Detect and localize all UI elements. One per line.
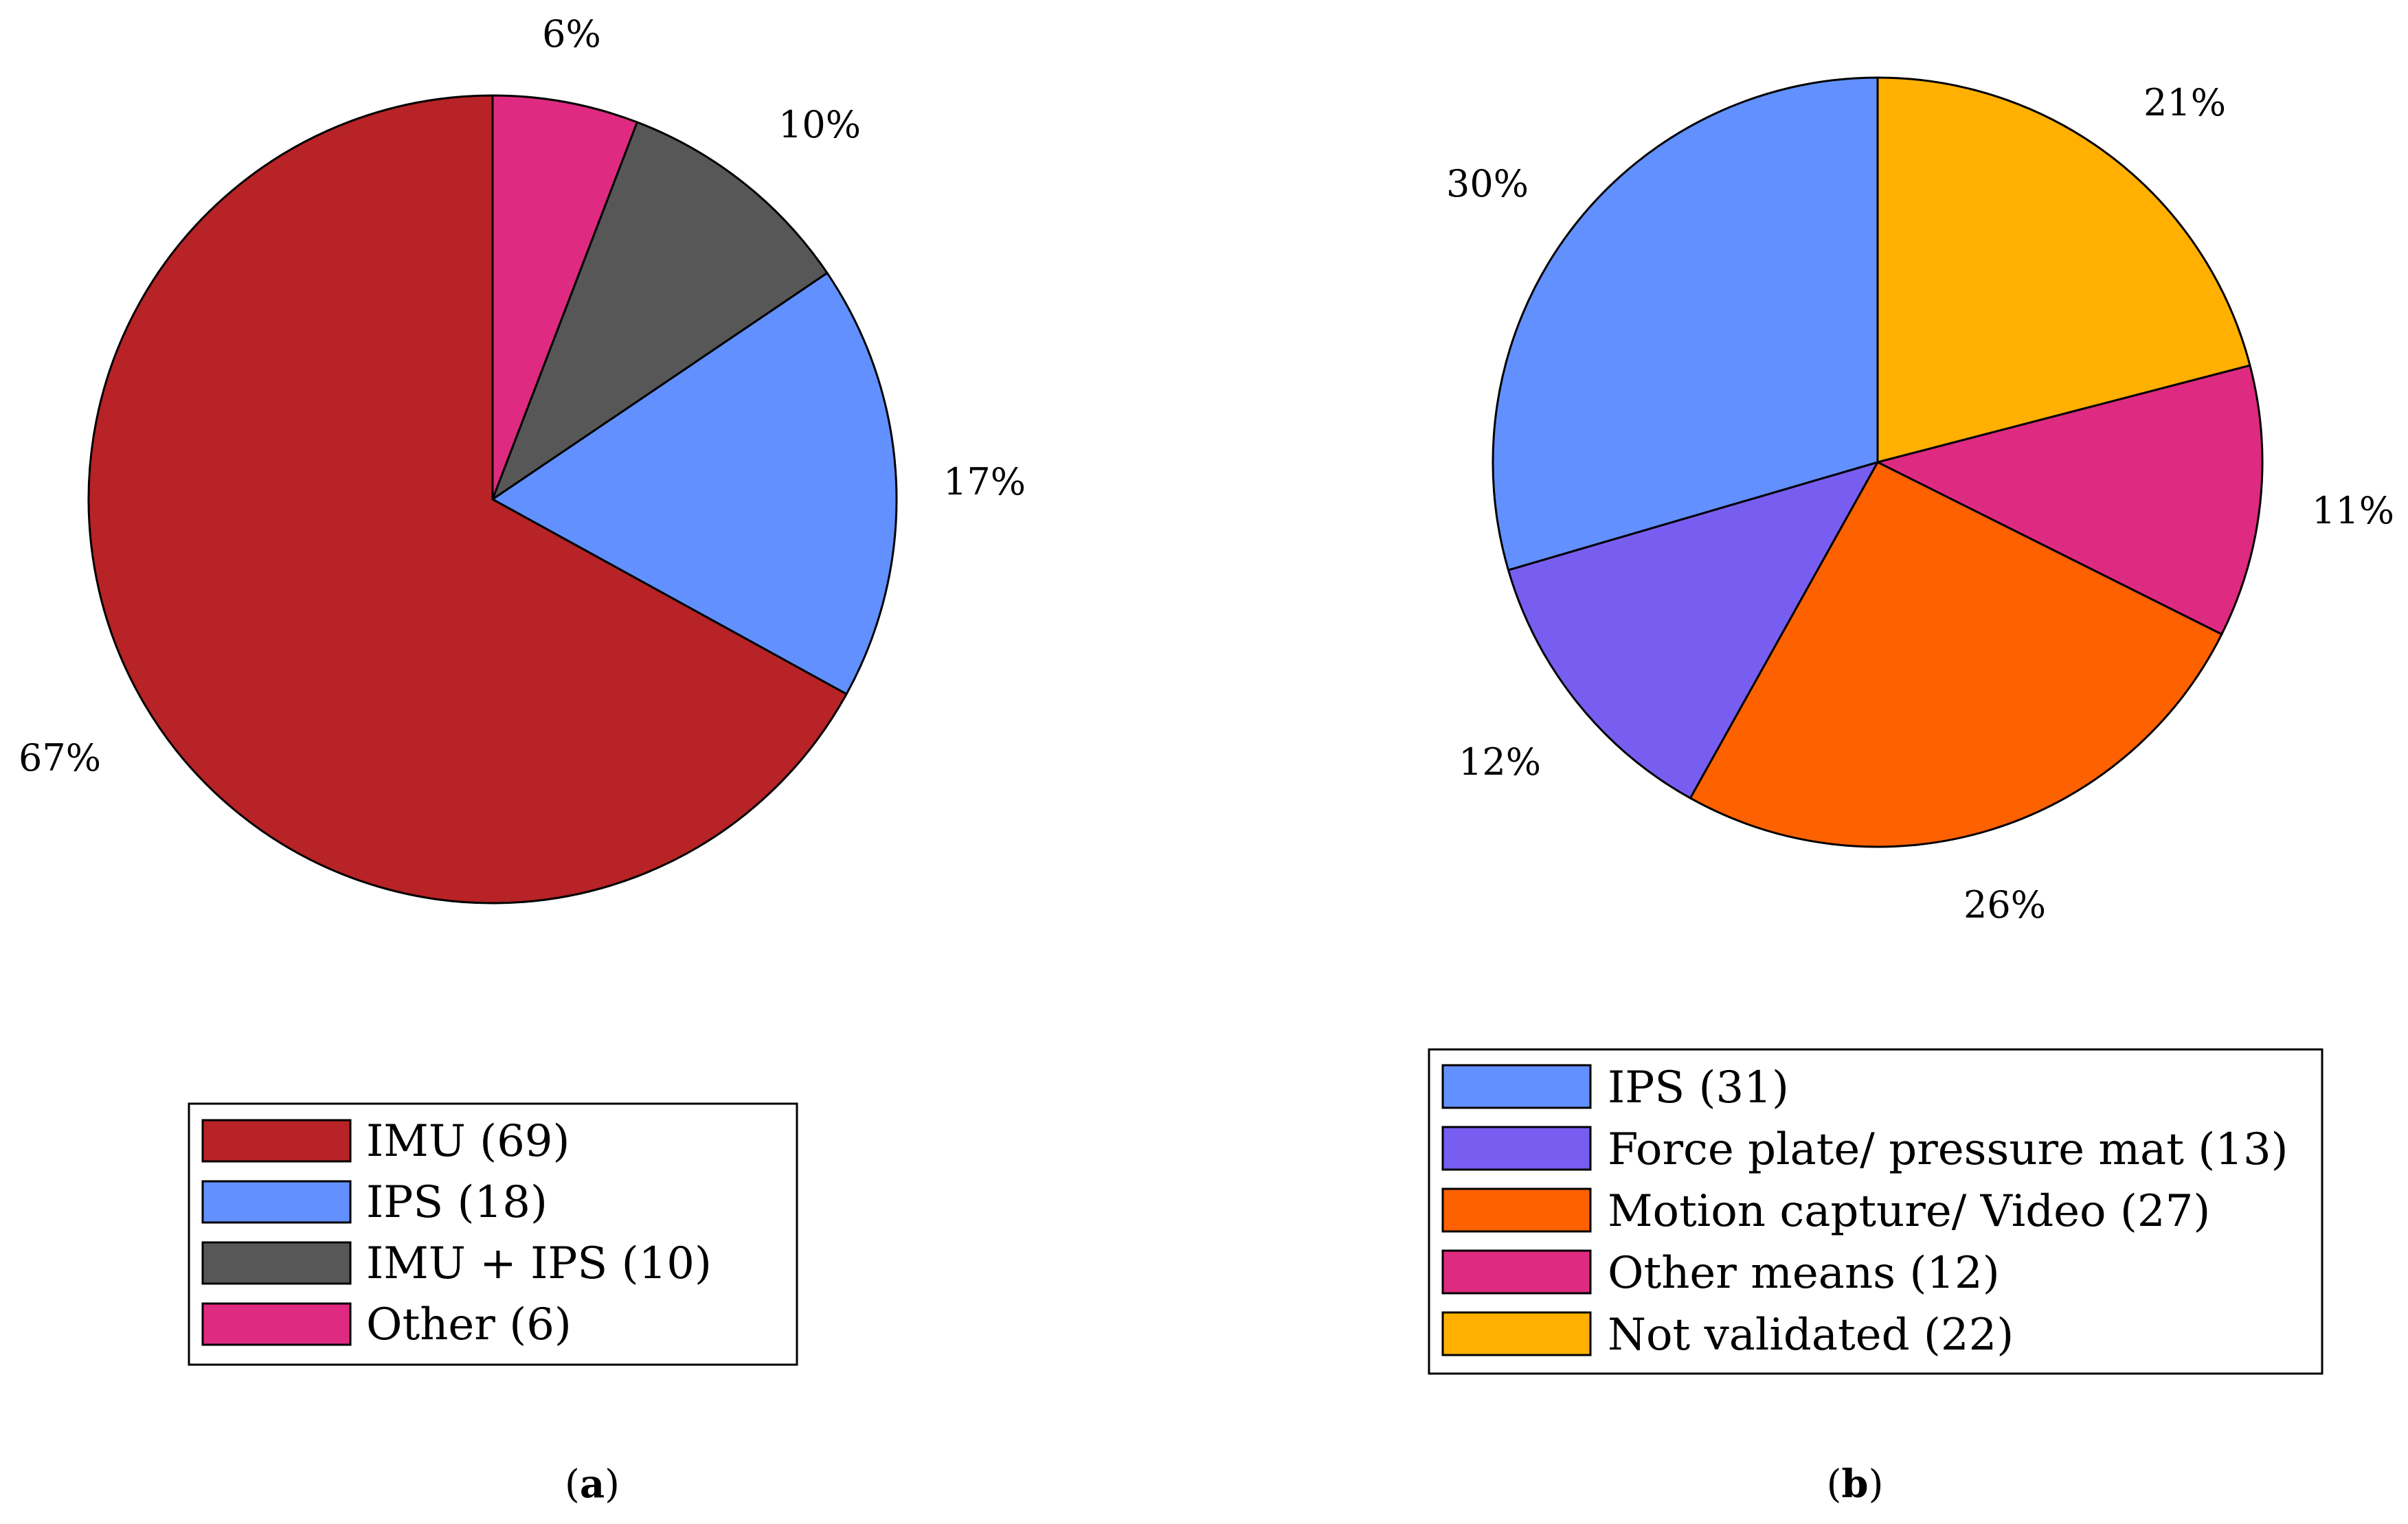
pie-a-slice-imu	[87, 94, 848, 905]
legend-b-label-ips: IPS (31)	[1608, 1062, 1789, 1113]
legend-a-swatch-imu	[201, 1119, 352, 1163]
pie-b-slice-force-plate-pressure-mat	[1507, 461, 1879, 799]
legend-a-label-ips: IPS (18)	[366, 1177, 548, 1228]
percent-labels-b: 21% 11% 26% 12% 30%	[1446, 81, 2394, 926]
pie-b-slice-other-means	[1876, 364, 2264, 635]
caption-a-letter: a	[580, 1462, 605, 1507]
legend-b-label-other-means: Other means (12)	[1608, 1248, 2000, 1299]
pie-a-percent-label-other: 6%	[542, 12, 601, 56]
pie-a-percent-label-imu-ips: 10%	[778, 103, 861, 146]
legend-b-swatch-ips	[1441, 1064, 1592, 1109]
pie-chart-a: 6% 10% 17% 67%	[19, 12, 1026, 905]
legend-a-label-imu-ips: IMU + IPS (10)	[366, 1238, 712, 1289]
pie-b-percent-label-motion-capture-video: 26%	[1963, 883, 2046, 926]
pie-a-slice-ips	[491, 272, 898, 696]
pie-b-percent-label-force-plate-pressure-mat: 12%	[1459, 740, 1541, 784]
legend-a-swatch-other	[201, 1302, 352, 1346]
caption-a: (a)	[565, 1462, 620, 1507]
pie-a-percent-label-imu: 67%	[19, 736, 101, 780]
pie-b-slice-ips	[1492, 76, 1879, 571]
legend-b: IPS (31) Force plate/ pressure mat (13) …	[1428, 1048, 2323, 1375]
pie-b-percent-label-ips: 30%	[1446, 162, 1529, 205]
pie-slices-b	[1492, 76, 2264, 848]
legend-a-label-other: Other (6)	[366, 1299, 572, 1350]
legend-b-swatch-other-means	[1441, 1249, 1592, 1295]
pie-a-slice-other	[491, 94, 638, 501]
caption-b-letter: b	[1841, 1462, 1868, 1507]
pie-slices-a	[87, 94, 898, 905]
legend-b-label-force-plate: Force plate/ pressure mat (13)	[1608, 1124, 2288, 1175]
legend-b-swatch-not-validated	[1441, 1311, 1592, 1356]
legend-a-swatch-imu-ips	[201, 1241, 352, 1285]
pie-chart-b: 21% 11% 26% 12% 30%	[1446, 76, 2394, 926]
legend-a: IMU (69) IPS (18) IMU + IPS (10) Other (…	[188, 1102, 798, 1366]
pie-a-slice-imu-ips	[491, 121, 829, 501]
percent-labels-a: 6% 10% 17% 67%	[19, 12, 1026, 780]
legend-a-swatch-ips	[201, 1180, 352, 1224]
pie-b-percent-label-not-validated: 21%	[2143, 81, 2226, 124]
pie-b-percent-label-other-means: 11%	[2312, 489, 2394, 532]
legend-b-swatch-motion-capture	[1441, 1187, 1592, 1233]
legend-a-label-imu: IMU (69)	[366, 1116, 570, 1167]
legend-b-swatch-force-plate	[1441, 1126, 1592, 1171]
legend-b-label-motion-capture: Motion capture/ Video (27)	[1608, 1186, 2210, 1237]
pie-a-percent-label-ips: 17%	[943, 460, 1026, 503]
pie-b-slice-motion-capture-video	[1689, 461, 2223, 848]
caption-b: (b)	[1827, 1462, 1884, 1507]
pie-b-slice-not-validated	[1876, 76, 2251, 464]
legend-b-label-not-validated: Not validated (22)	[1608, 1310, 2014, 1361]
